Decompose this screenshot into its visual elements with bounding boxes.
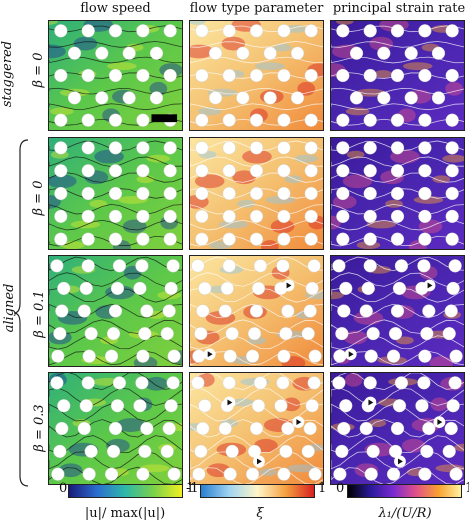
speed-colorbar-min: 0 bbox=[59, 481, 68, 496]
group-label-staggered: staggered bbox=[0, 40, 15, 108]
strain-colorbar-max: 1 bbox=[465, 481, 469, 496]
strain-colorbar-label: λ₁/(U/R) bbox=[378, 506, 432, 521]
speed-colorbar bbox=[68, 484, 183, 498]
type-colorbar-max: 1 bbox=[318, 481, 327, 496]
panel-flow-speed-staggered-beta-0 bbox=[48, 20, 183, 131]
panel-strain-rate-aligned-beta-0.1 bbox=[330, 255, 465, 367]
speed-colorbar-label: |u|/ max(|u|) bbox=[84, 506, 166, 521]
column-title-strain-rate: principal strain rate bbox=[332, 1, 466, 16]
type-colorbar-label: ξ bbox=[256, 506, 264, 521]
panel-flow-speed-aligned-beta-0.3 bbox=[48, 372, 183, 485]
speed-colorbar-max: 1 bbox=[186, 481, 195, 496]
strain-colorbar-min: 0 bbox=[336, 481, 345, 496]
panel-flow-speed-aligned-beta-0.1 bbox=[48, 255, 183, 367]
type-colorbar-min: -1 bbox=[186, 481, 199, 496]
row-label-beta-0.3: β = 0.3 bbox=[32, 404, 47, 452]
type-colorbar bbox=[200, 484, 315, 498]
panel-strain-rate-aligned-beta-0 bbox=[330, 137, 465, 250]
row-label-beta-0.1: β = 0.1 bbox=[32, 290, 47, 338]
row-label-beta-0-staggered: β = 0 bbox=[31, 52, 46, 88]
row-label-beta-0-aligned: β = 0 bbox=[31, 180, 46, 216]
strain-colorbar bbox=[347, 484, 462, 498]
panel-flow-speed-aligned-beta-0 bbox=[48, 137, 183, 250]
panel-flow-type-aligned-beta-0.3 bbox=[189, 372, 324, 485]
panel-flow-type-aligned-beta-0 bbox=[189, 137, 324, 250]
panel-flow-type-aligned-beta-0.1 bbox=[189, 255, 324, 367]
column-title-flow-type: flow type parameter bbox=[189, 1, 324, 16]
panel-strain-rate-aligned-beta-0.3 bbox=[330, 372, 465, 485]
panel-flow-type-staggered-beta-0 bbox=[189, 20, 324, 131]
column-title-flow-speed: flow speed bbox=[80, 1, 151, 16]
panel-strain-rate-staggered-beta-0 bbox=[330, 20, 465, 131]
aligned-group-brace bbox=[14, 139, 29, 487]
